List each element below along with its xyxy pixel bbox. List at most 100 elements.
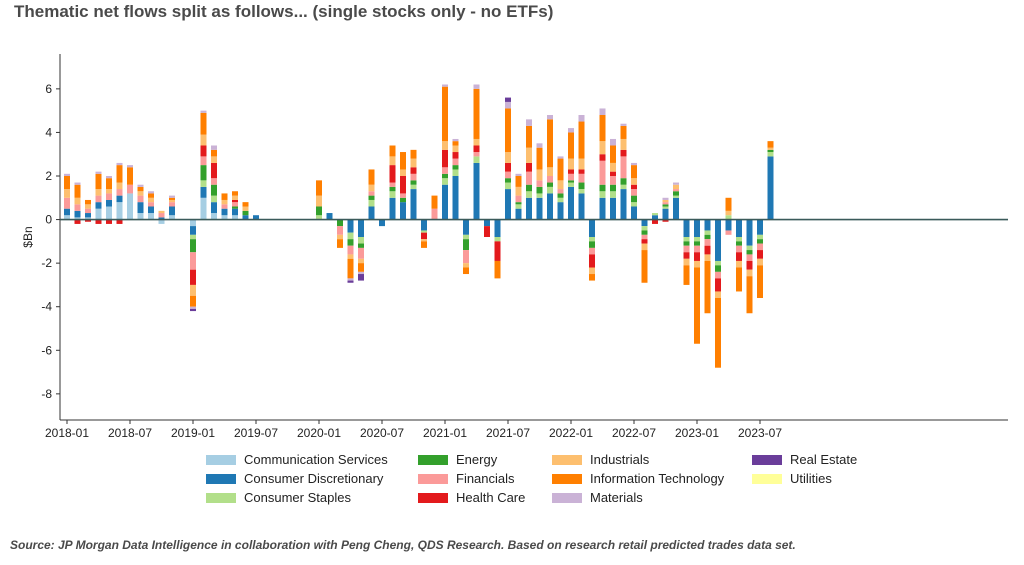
bar-segment: [95, 171, 102, 174]
bar-segment: [736, 237, 742, 242]
bar-segment: [599, 115, 606, 142]
chart-title: Thematic net flows split as follows... (…: [14, 2, 554, 21]
legend-label: Consumer Staples: [244, 490, 351, 505]
bar-segment: [641, 219, 648, 227]
bar-segment: [557, 197, 564, 203]
legend-item: Communication Services: [206, 452, 388, 467]
bar-segment: [715, 265, 721, 272]
bar-segment: [694, 237, 700, 242]
bar-segment: [589, 241, 595, 248]
bar-segment: [568, 182, 574, 187]
legend-label: Real Estate: [790, 452, 858, 467]
bar-segment: [452, 145, 459, 153]
bar-segment: [221, 208, 228, 216]
bar-segment: [389, 156, 396, 166]
bar-segment: [557, 180, 564, 190]
bar-segment: [137, 186, 144, 192]
bar-segment: [221, 204, 228, 209]
bar-segment: [64, 189, 70, 198]
bar-segment: [473, 84, 480, 89]
bar-segment: [85, 199, 91, 205]
bar-segment: [746, 250, 753, 255]
bar-segment: [242, 202, 249, 207]
bar-segment: [452, 152, 459, 159]
bar-segment: [137, 202, 144, 214]
bar-segment: [620, 156, 627, 179]
bar-segment: [505, 152, 511, 163]
bar-segment: [641, 234, 648, 240]
bar-segment: [683, 219, 690, 237]
bar-segment: [547, 182, 553, 187]
bar-segment: [694, 245, 700, 253]
bar-segment: [442, 167, 448, 174]
legend-swatch: [418, 492, 448, 503]
bar-segment: [326, 213, 333, 220]
bar-segment: [200, 112, 207, 135]
bar-segment: [473, 156, 480, 163]
bar-segment: [169, 202, 175, 207]
bar-segment: [631, 195, 637, 203]
bar-segment: [116, 202, 123, 220]
x-tick-label: 2018-01: [45, 426, 89, 440]
bar-segment: [200, 186, 207, 198]
bar-segment: [610, 171, 616, 176]
bar-segment: [736, 241, 742, 246]
legend-item: Financials: [418, 471, 515, 486]
legend-item: Materials: [552, 490, 643, 505]
bar-segment: [368, 191, 375, 196]
legend-label: Energy: [456, 452, 498, 467]
bar-segment: [116, 182, 123, 190]
bar-segment: [547, 193, 553, 220]
bar-segment: [620, 178, 627, 185]
bar-segment: [211, 162, 217, 179]
bar-segment: [389, 145, 396, 157]
bar-segment: [704, 219, 711, 231]
bar-segment: [211, 145, 217, 150]
bar-segment: [473, 145, 480, 153]
bar-segment: [505, 97, 511, 102]
bar-segment: [578, 182, 585, 190]
bar-segment: [578, 169, 585, 174]
bar-segment: [347, 278, 354, 281]
bar-segment: [190, 239, 196, 253]
bar-segment: [463, 219, 469, 235]
bar-segment: [536, 193, 543, 198]
bar-segment: [536, 147, 543, 170]
bar-segment: [725, 197, 732, 211]
bar-segment: [631, 184, 637, 190]
bar-segment: [746, 269, 753, 277]
bar-segment: [137, 213, 144, 220]
bar-segment: [736, 260, 742, 268]
bar-segment: [767, 152, 774, 157]
legend-swatch: [206, 454, 236, 465]
bar-segment: [526, 191, 532, 198]
bar-segment: [473, 88, 480, 139]
bar-segment: [347, 254, 354, 259]
bar-segment: [536, 197, 543, 220]
bar-segment: [85, 204, 91, 209]
bar-segment: [158, 213, 165, 218]
bar-segment: [358, 219, 364, 237]
bar-segment: [725, 210, 732, 216]
bar-segment: [442, 173, 448, 179]
bar-segment: [64, 176, 70, 190]
bar-segment: [463, 250, 469, 264]
bar-segment: [631, 206, 637, 220]
bar-segment: [148, 191, 154, 194]
bar-segment: [610, 191, 616, 198]
bar-segment: [211, 213, 217, 220]
bar-segment: [757, 219, 763, 235]
x-tick-label: 2023-07: [738, 426, 782, 440]
bar-segment: [127, 165, 133, 168]
bar-segment: [757, 265, 763, 298]
bar-segment: [200, 165, 207, 181]
bar-segment: [610, 162, 616, 172]
bar-segment: [736, 245, 742, 253]
bar-segment: [347, 280, 354, 283]
bar-segment: [725, 230, 732, 235]
bar-segment: [148, 206, 154, 214]
bar-segment: [715, 219, 721, 261]
legend-label: Health Care: [456, 490, 526, 505]
bar-segment: [631, 178, 637, 185]
bar-segment: [683, 237, 690, 242]
